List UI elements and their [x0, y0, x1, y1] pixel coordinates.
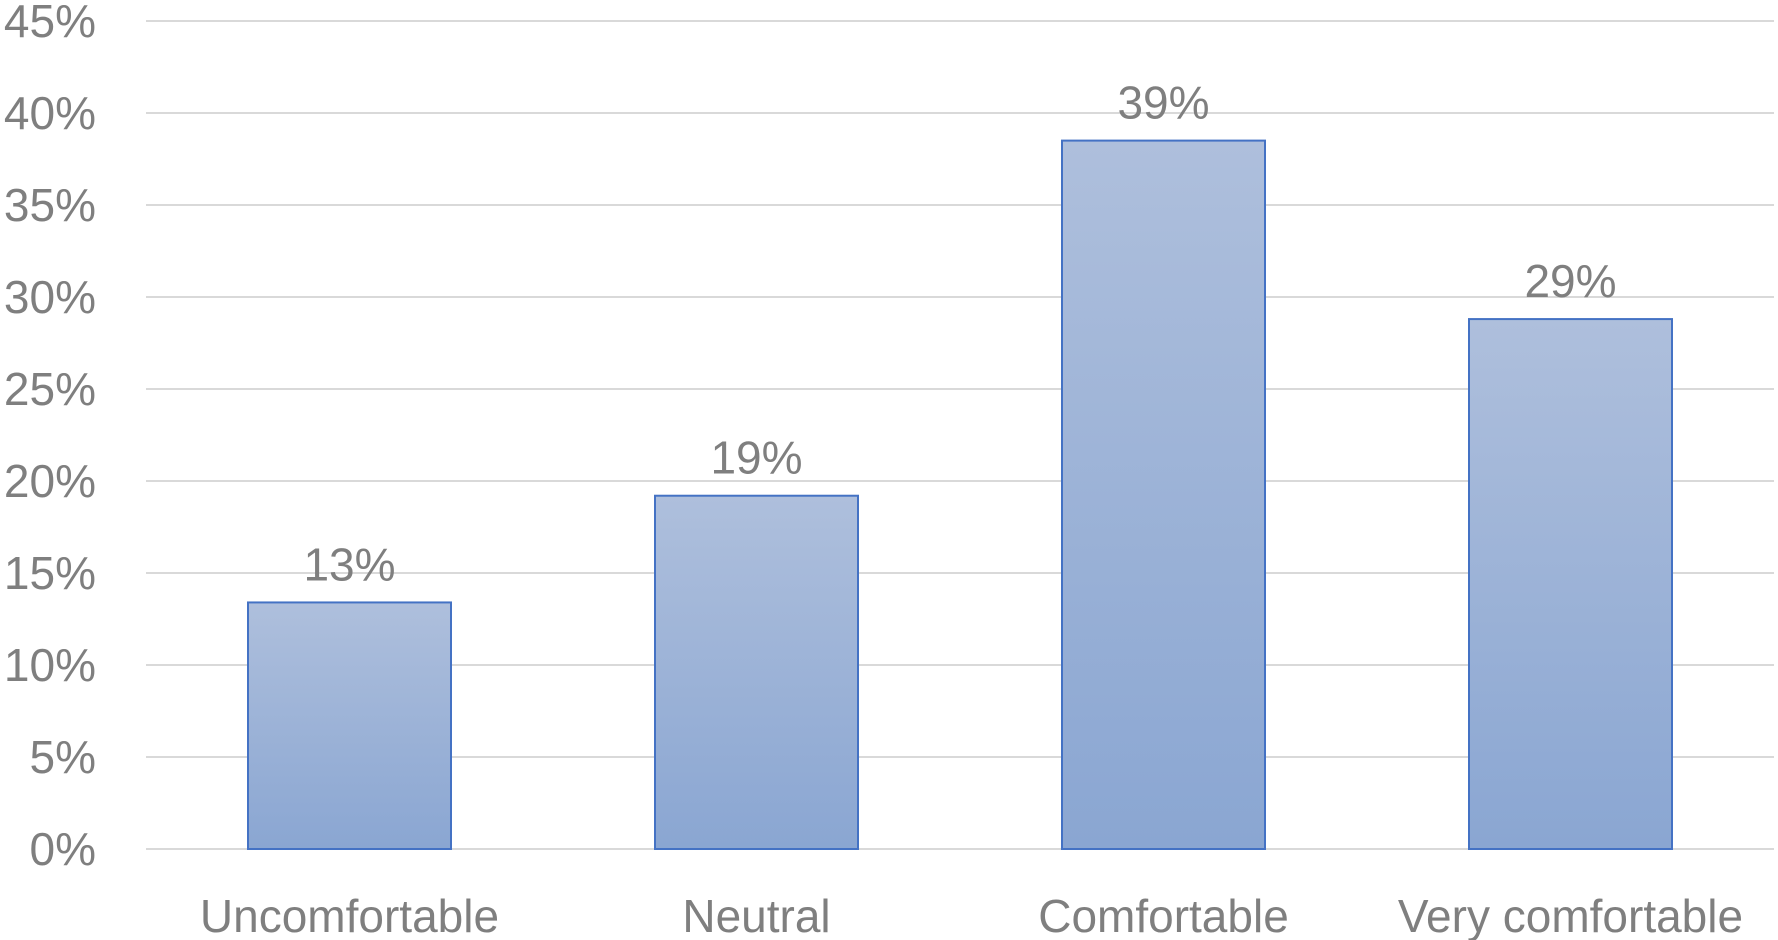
- y-tick-label: 35%: [4, 179, 96, 231]
- data-labels: 13% 19% 39% 29%: [303, 77, 1616, 591]
- y-tick-label: 10%: [4, 639, 96, 691]
- x-category-label: Neutral: [682, 890, 830, 940]
- x-category-label: Uncomfortable: [200, 890, 499, 940]
- y-tick-label: 5%: [30, 731, 96, 783]
- x-category-label: Comfortable: [1038, 890, 1289, 940]
- y-axis-tick-labels: 0% 5% 10% 15% 20% 25% 30% 35% 40% 45%: [4, 0, 96, 875]
- y-tick-label: 30%: [4, 271, 96, 323]
- x-category-label: Very comfortable: [1398, 890, 1743, 940]
- data-label: 13%: [303, 538, 395, 590]
- x-axis-category-labels: Uncomfortable Neutral Comfortable Very comf…: [200, 890, 1743, 940]
- bar-comfortable: [1061, 139, 1266, 851]
- bar-very-comfortable: [1468, 318, 1673, 850]
- y-tick-label: 25%: [4, 363, 96, 415]
- y-tick-label: 0%: [30, 823, 96, 875]
- data-label: 29%: [1524, 255, 1616, 307]
- y-tick-label: 15%: [4, 547, 96, 599]
- bars: [247, 139, 1673, 851]
- data-label: 39%: [1117, 77, 1209, 129]
- y-tick-label: 40%: [4, 87, 96, 139]
- y-tick-label: 20%: [4, 455, 96, 507]
- y-tick-label: 45%: [4, 0, 96, 47]
- bar-uncomfortable: [247, 601, 452, 850]
- data-label: 19%: [710, 432, 802, 484]
- bar-neutral: [654, 494, 859, 850]
